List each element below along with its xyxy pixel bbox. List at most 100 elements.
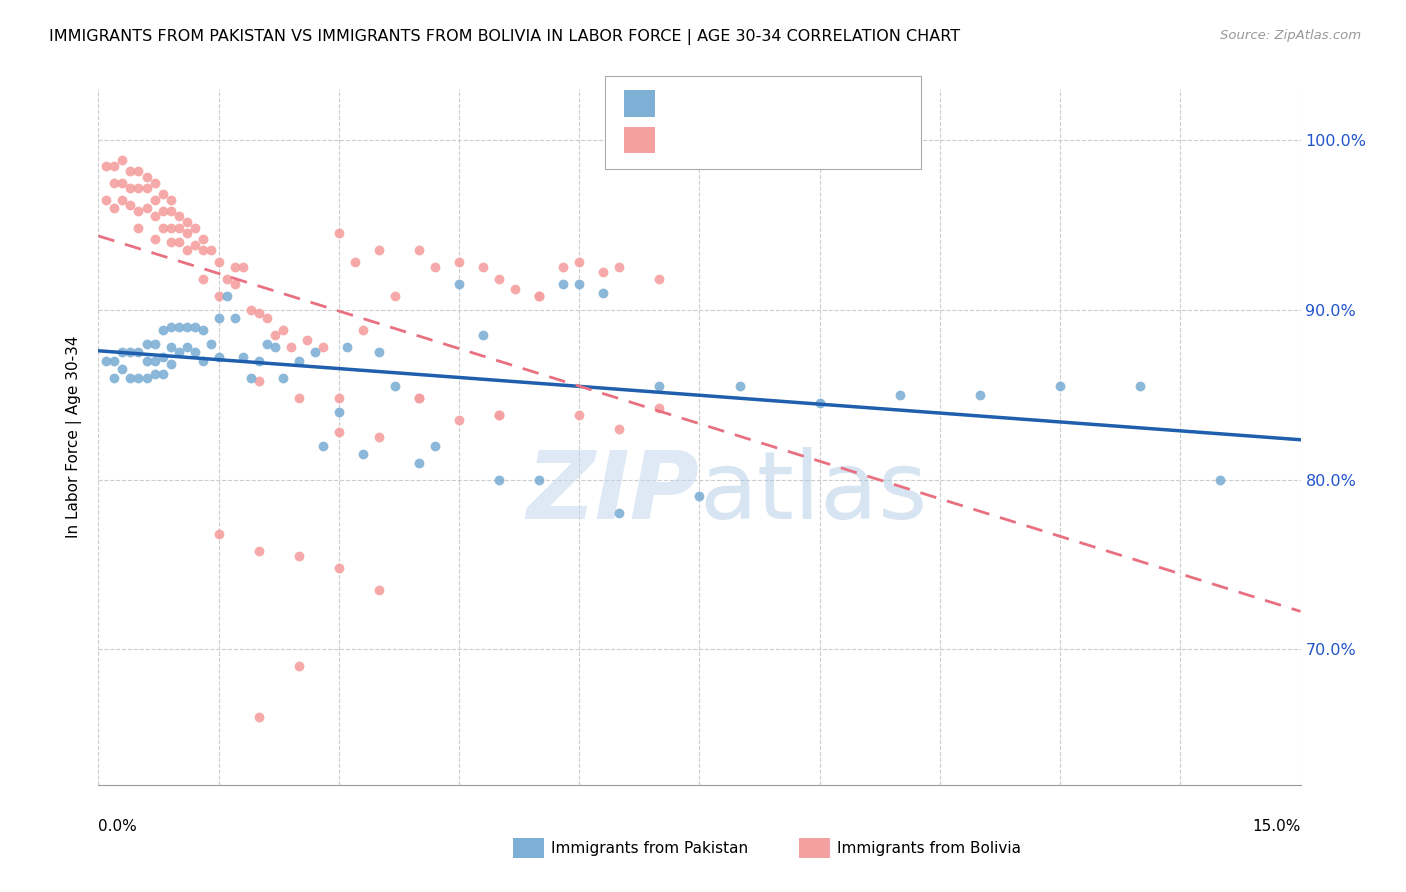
- Point: [143, 210, 166, 224]
- Point: [128, 204, 150, 219]
- Point: [152, 187, 174, 202]
- Point: [167, 235, 190, 249]
- Point: [256, 311, 278, 326]
- Point: [352, 323, 374, 337]
- Point: [128, 370, 150, 384]
- Point: [239, 370, 262, 384]
- Point: [423, 439, 446, 453]
- Point: [159, 319, 181, 334]
- Point: [191, 231, 214, 245]
- Point: [408, 391, 430, 405]
- Point: [167, 221, 190, 235]
- Point: [232, 351, 254, 365]
- Point: [111, 362, 134, 376]
- Point: [128, 180, 150, 194]
- Point: [224, 311, 246, 326]
- Point: [111, 193, 134, 207]
- Point: [183, 238, 205, 252]
- Point: [592, 285, 614, 300]
- Point: [120, 345, 142, 359]
- Point: [408, 391, 430, 405]
- Point: [208, 351, 231, 365]
- Point: [128, 163, 150, 178]
- Point: [191, 323, 214, 337]
- Point: [728, 379, 751, 393]
- Point: [159, 235, 181, 249]
- Point: [1129, 379, 1152, 393]
- Point: [128, 221, 150, 235]
- Point: [103, 353, 125, 368]
- Point: [208, 289, 231, 303]
- Point: [96, 159, 118, 173]
- Y-axis label: In Labor Force | Age 30-34: In Labor Force | Age 30-34: [66, 335, 83, 539]
- Point: [472, 328, 495, 343]
- Point: [384, 289, 406, 303]
- Point: [247, 710, 270, 724]
- Point: [488, 473, 510, 487]
- Point: [103, 176, 125, 190]
- Point: [447, 413, 470, 427]
- Point: [648, 379, 671, 393]
- Point: [135, 170, 157, 185]
- Point: [288, 659, 311, 673]
- Point: [408, 456, 430, 470]
- Point: [609, 421, 631, 435]
- Point: [247, 353, 270, 368]
- Point: [143, 353, 166, 368]
- Point: [343, 255, 366, 269]
- Point: [328, 425, 350, 439]
- Point: [167, 210, 190, 224]
- Point: [120, 163, 142, 178]
- Point: [328, 227, 350, 241]
- Point: [529, 289, 551, 303]
- Point: [135, 180, 157, 194]
- Point: [447, 255, 470, 269]
- Point: [553, 277, 575, 292]
- Text: Source: ZipAtlas.com: Source: ZipAtlas.com: [1220, 29, 1361, 42]
- Point: [224, 277, 246, 292]
- Point: [191, 244, 214, 258]
- Point: [135, 201, 157, 215]
- Point: [128, 345, 150, 359]
- Point: [96, 353, 118, 368]
- Point: [368, 582, 391, 597]
- Point: [215, 289, 238, 303]
- Point: [689, 490, 711, 504]
- Point: [159, 221, 181, 235]
- Point: [135, 336, 157, 351]
- Point: [328, 560, 350, 574]
- Point: [328, 404, 350, 418]
- Point: [423, 260, 446, 275]
- Point: [135, 370, 157, 384]
- Point: [224, 260, 246, 275]
- Point: [808, 396, 831, 410]
- Point: [256, 336, 278, 351]
- Text: N = 67: N = 67: [815, 95, 873, 112]
- Point: [889, 387, 911, 401]
- Point: [336, 340, 359, 354]
- Point: [247, 543, 270, 558]
- Point: [96, 193, 118, 207]
- Point: [368, 244, 391, 258]
- Text: 15.0%: 15.0%: [1253, 820, 1301, 834]
- Point: [304, 345, 326, 359]
- Point: [159, 340, 181, 354]
- Text: R = 0.156: R = 0.156: [662, 131, 745, 149]
- Point: [271, 370, 294, 384]
- Point: [120, 370, 142, 384]
- Point: [529, 473, 551, 487]
- Point: [208, 526, 231, 541]
- Point: [529, 289, 551, 303]
- Point: [648, 401, 671, 416]
- Point: [447, 277, 470, 292]
- Point: [143, 336, 166, 351]
- Text: 0.0%: 0.0%: [98, 820, 138, 834]
- Point: [159, 193, 181, 207]
- Point: [969, 387, 991, 401]
- Point: [159, 357, 181, 371]
- Point: [143, 176, 166, 190]
- Point: [408, 244, 430, 258]
- Point: [553, 260, 575, 275]
- Text: N = 93: N = 93: [815, 131, 873, 149]
- Text: Immigrants from Bolivia: Immigrants from Bolivia: [837, 841, 1021, 855]
